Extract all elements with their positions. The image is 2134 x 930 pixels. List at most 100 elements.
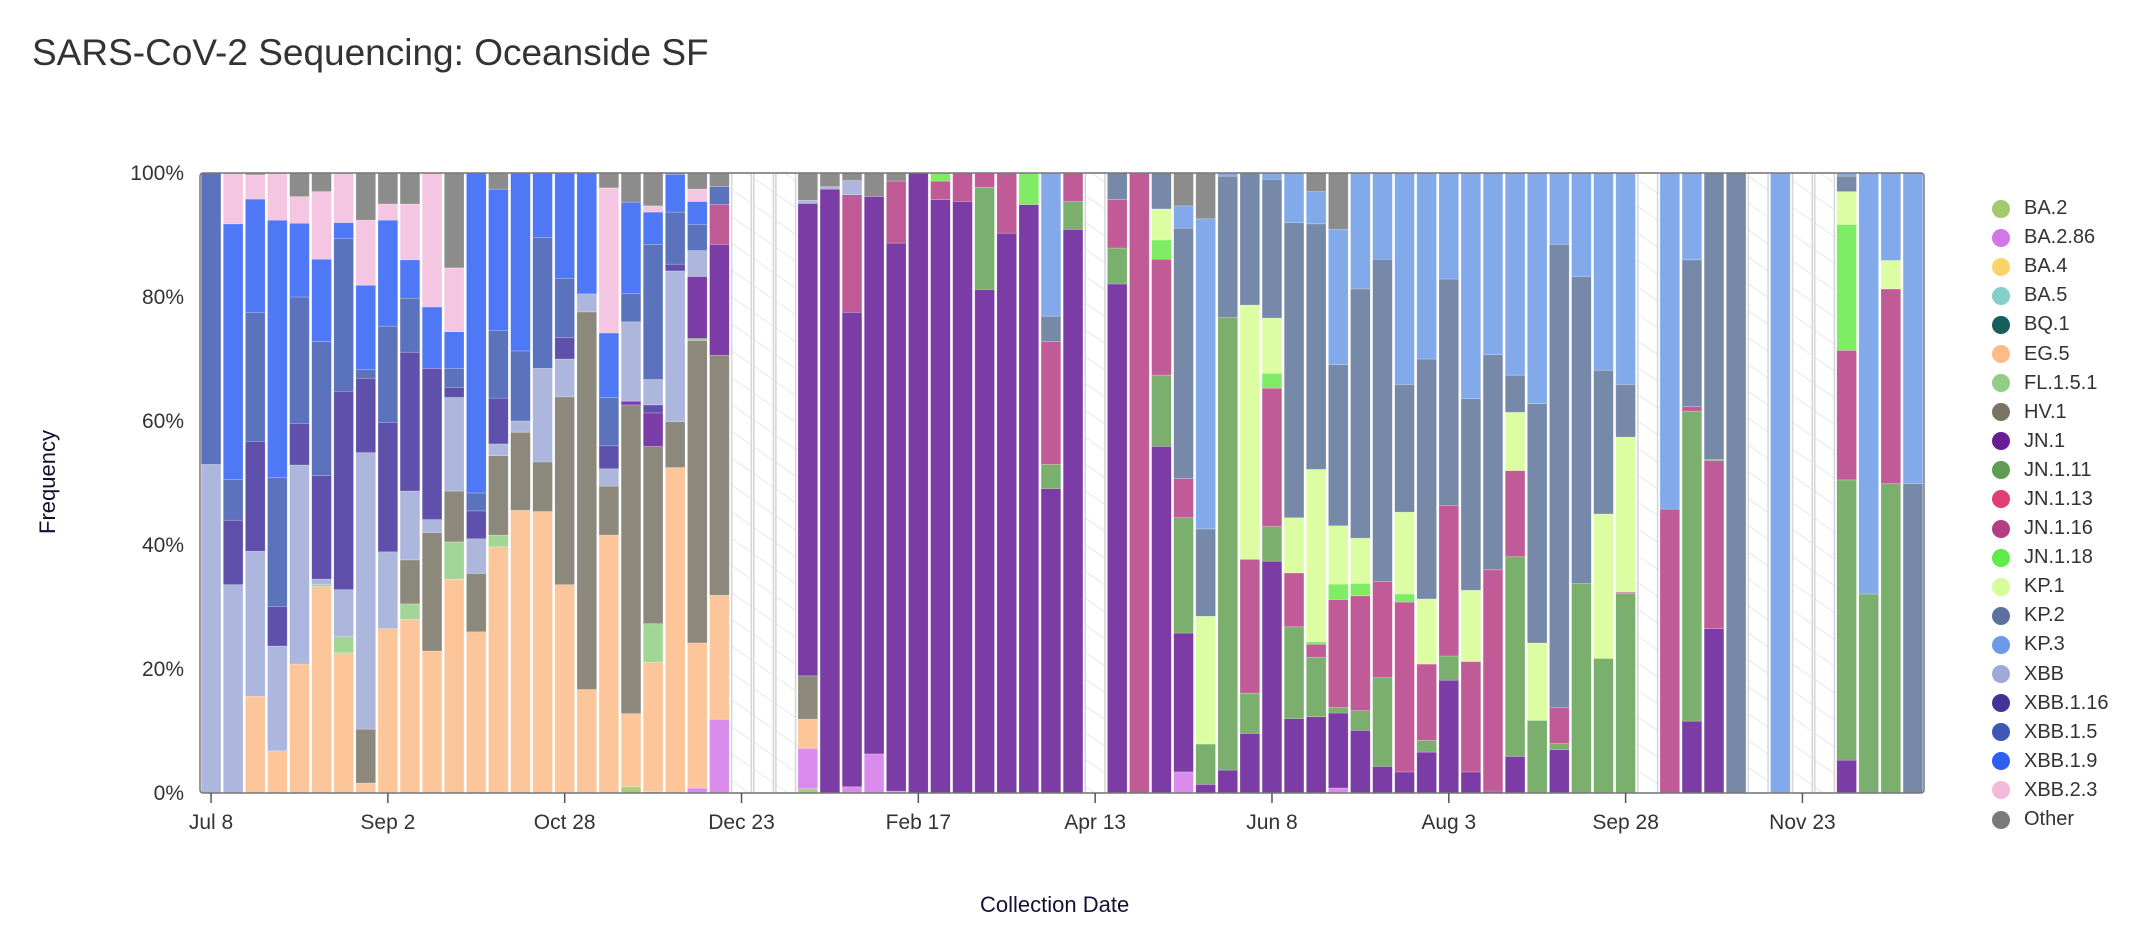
bar-segment-jn-1-16[interactable] [1173,478,1194,519]
legend-item[interactable]: Other [1992,805,2109,834]
bar-segment-xbb-1-16[interactable] [554,336,575,360]
bar-segment-jn-1-16[interactable] [1659,508,1680,794]
bar-segment-kp-2[interactable] [1615,384,1636,438]
bar-segment-xbb[interactable] [267,645,288,752]
bar-segment-xbb-1-9[interactable] [311,258,332,342]
legend-item[interactable]: XBB.1.5 [1992,718,2109,747]
bar-segment-xbb[interactable] [797,199,818,204]
bar-segment-hv-1[interactable] [598,485,620,536]
bar-segment-xbb[interactable] [554,358,575,398]
bar-segment-kp-3[interactable] [1195,218,1216,530]
bar-segment-kp-1[interactable] [1394,511,1415,595]
bar-segment-xbb[interactable] [223,584,244,794]
bar-segment-kp-3[interactable] [1770,172,1791,794]
bar-segment-xbb[interactable] [598,468,620,487]
legend-item[interactable]: HV.1 [1992,398,2109,427]
bar-segment-kp-1[interactable] [1328,525,1349,585]
bar-segment-jn-1[interactable] [1107,283,1128,794]
bar-segment-jn-1[interactable] [1217,769,1238,794]
bar-segment-xbb-1-5[interactable] [333,238,354,392]
bar-segment-hv-1[interactable] [444,490,465,543]
bar-segment-xbb[interactable] [576,293,597,313]
bar-segment-xbb-1-16[interactable] [642,404,664,414]
bar-segment-kp-3[interactable] [1416,172,1437,360]
legend-item[interactable]: JN.1.13 [1992,485,2109,514]
bar-segment-eg-5[interactable] [245,695,266,794]
bar-segment-other[interactable] [399,172,421,205]
bar-segment-jn-1-18[interactable] [1328,583,1349,600]
bar-segment-xbb-1-9[interactable] [444,331,465,369]
bar-segment-other[interactable] [598,172,620,189]
bar-segment-jn-1[interactable] [642,412,664,447]
bar-segment-kp-2[interactable] [1681,259,1703,408]
legend-item[interactable]: XBB [1992,660,2109,689]
bar-segment-kp-2[interactable] [1040,315,1062,342]
bar-segment-jn-1-11[interactable] [1858,593,1879,794]
bar-segment-eg-5[interactable] [267,750,288,794]
bar-segment-eg-5[interactable] [709,594,730,720]
bar-segment-xbb-1-16[interactable] [598,445,620,470]
bar-segment-kp-2[interactable] [1350,288,1371,539]
bar-segment-xbb-1-9[interactable] [245,198,266,313]
bar-segment-xbb-1-9[interactable] [223,223,244,480]
bar-segment-jn-1-11[interactable] [1173,517,1194,634]
legend-item[interactable]: BQ.1 [1992,310,2109,339]
bar-segment-jn-1[interactable] [1504,756,1526,794]
legend-item[interactable]: EG.5 [1992,339,2109,368]
legend-item[interactable]: KP.2 [1992,601,2109,630]
bar-segment-eg-5[interactable] [399,619,421,794]
bar-segment-xbb-2-3[interactable] [687,188,708,202]
bar-segment-eg-5[interactable] [797,718,818,749]
bar-segment-jn-1-18[interactable] [1261,372,1283,389]
bar-segment-jn-1[interactable] [1460,771,1482,794]
bar-segment-jn-1-16[interactable] [1681,406,1703,412]
bar-segment-hv-1[interactable] [642,446,664,625]
bar-segment-other[interactable] [841,172,863,181]
bar-segment-jn-1[interactable] [1394,771,1415,794]
bar-segment-other[interactable] [863,172,885,197]
bar-segment-jn-1[interactable] [1173,632,1194,773]
legend-item[interactable]: JN.1.11 [1992,456,2109,485]
bar-segment-jn-1-16[interactable] [1416,663,1437,741]
bar-segment-xbb-1-16[interactable] [333,390,354,590]
bar-segment-other[interactable] [819,172,841,187]
bar-segment-jn-1-16[interactable] [709,204,730,245]
bar-segment-jn-1-18[interactable] [1394,593,1415,603]
legend-item[interactable]: BA.2 [1992,194,2109,223]
bar-segment-hv-1[interactable] [665,421,686,468]
bar-segment-kp-1[interactable] [1151,208,1172,241]
bar-segment-jn-1[interactable] [841,312,863,788]
bar-segment-jn-1-16[interactable] [1239,558,1261,694]
bar-segment-eg-5[interactable] [554,584,575,794]
bar-segment-kp-2[interactable] [1261,178,1283,319]
bar-segment-jn-1-16[interactable] [1283,572,1305,628]
bar-segment-jn-1[interactable] [974,289,995,794]
bar-segment-xbb-1-9[interactable] [665,173,686,213]
bar-segment-hv-1[interactable] [554,396,575,585]
bar-segment-kp-3[interactable] [1328,229,1349,365]
bar-segment-jn-1-18[interactable] [1151,239,1172,260]
bar-segment-jn-1-11[interactable] [1549,743,1570,750]
bar-segment-xbb[interactable] [333,589,354,638]
bar-segment-other[interactable] [1195,172,1216,220]
bar-segment-xbb-2-3[interactable] [245,174,266,200]
bar-segment-kp-3[interactable] [1527,172,1548,404]
bar-segment-xbb-2-3[interactable] [399,203,421,261]
bar-segment-ba-2-86[interactable] [797,748,818,789]
bar-segment-kp-3[interactable] [1504,172,1526,376]
bar-segment-kp-1[interactable] [1261,317,1283,374]
bar-segment-jn-1[interactable] [863,196,885,755]
bar-segment-kp-2[interactable] [1549,244,1570,708]
bar-segment-kp-3[interactable] [1372,172,1393,260]
bar-segment-fl-1-5-1[interactable] [444,541,465,580]
bar-segment-ba-2-86[interactable] [841,786,863,794]
bar-segment-jn-1-11[interactable] [1217,317,1238,771]
bar-segment-kp-3[interactable] [1283,172,1305,223]
bar-segment-xbb-1-9[interactable] [554,172,575,279]
bar-segment-jn-1-11[interactable] [1350,710,1371,731]
bar-segment-xbb-1-5[interactable] [488,330,509,399]
bar-segment-xbb-1-9[interactable] [510,172,531,352]
bar-segment-jn-1[interactable] [1261,560,1283,794]
bar-segment-jn-1[interactable] [1195,784,1216,794]
bar-segment-jn-1-11[interactable] [1416,739,1437,753]
